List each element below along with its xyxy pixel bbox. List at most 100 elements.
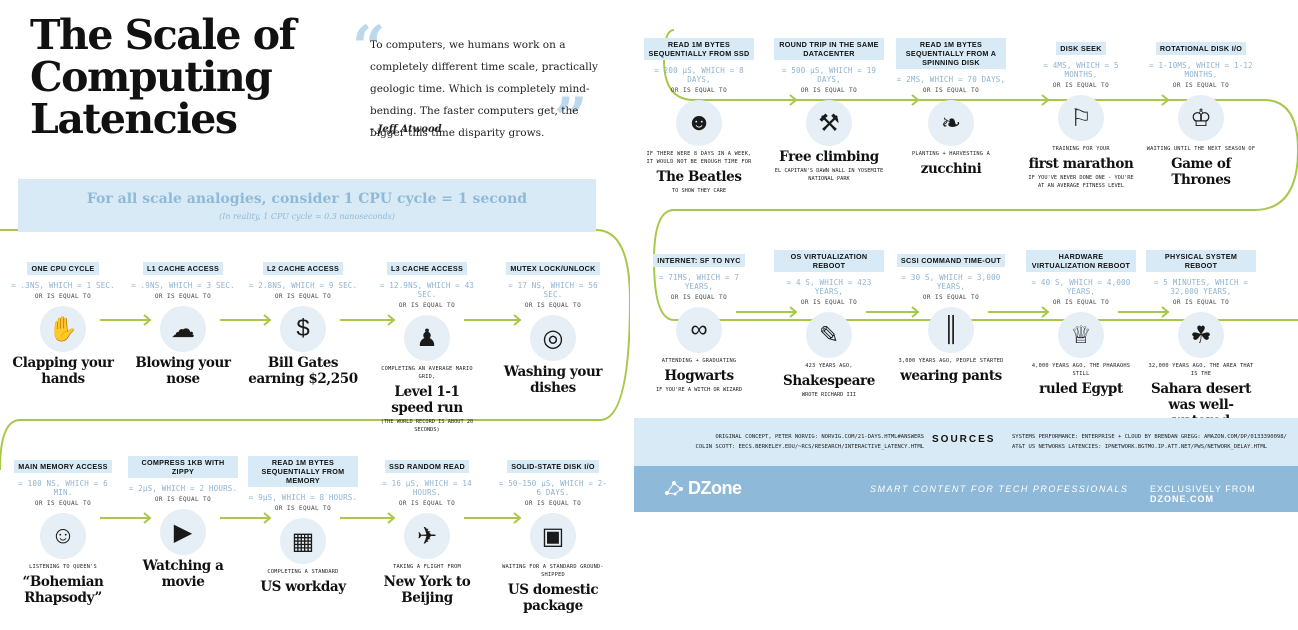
equal-to-text: OR IS EQUAL TO [1172, 299, 1230, 306]
right-panel: READ 1M BYTES SEQUENTIALLY FROM SSD = 200… [634, 0, 1298, 630]
title-line-1: The Scale of [30, 11, 296, 59]
tissue-icon: ☁ [160, 306, 206, 352]
latency-card: ONE CPU CYCLE = .3NS, WHICH = 1 SEC. OR IS… [8, 258, 118, 387]
throne-icon: ♔ [1178, 95, 1224, 141]
card-intro: 3,000 YEARS AGO, PEOPLE STARTED [898, 358, 1004, 364]
card-label: ROTATIONAL DISK I/O [1155, 42, 1247, 55]
card-analogy: US domestic package [507, 582, 599, 614]
nefertiti-icon: ♕ [1058, 312, 1104, 358]
flow-arrow [988, 94, 1050, 106]
play-icon: ▶ [160, 509, 206, 555]
source-norvig: ORIGINAL CONCEPT, PETER NORVIG: NORVIG.C… [715, 434, 924, 440]
card-label: L2 CACHE ACCESS [262, 262, 344, 275]
equal-to-text: OR IS EQUAL TO [154, 496, 212, 503]
latency-card: ROTATIONAL DISK I/O = 1-10MS, WHICH = 1-1… [1146, 38, 1256, 188]
source-att: AT&T US NETWORKS LATENCIES: IPNETWORK.BG… [1012, 444, 1267, 450]
card-analogy: Level 1-1 speed run [391, 384, 463, 416]
card-note: IF YOU'RE A WITCH OR WIZARD [655, 387, 743, 393]
card-label: COMPRESS 1KB WITH ZIPPY [128, 456, 238, 478]
equal-to-text: OR IS EQUAL TO [398, 500, 456, 507]
card-value: = 71MS, WHICH = 7 YEARS, [658, 273, 740, 291]
banner-note: (In reality, 1 CPU cycle = 0.3 nanosecon… [219, 212, 395, 221]
card-analogy: Game of Thrones [1171, 156, 1231, 188]
card-analogy: Watching a movie [142, 558, 224, 590]
card-intro: 423 YEARS AGO, [805, 363, 853, 369]
card-label: MAIN MEMORY ACCESS [14, 460, 112, 473]
latency-card: MAIN MEMORY ACCESS = 100 NS, WHICH = 6 MI… [8, 456, 118, 606]
card-value: = 17 NS, WHICH = 56 SEC. [508, 281, 598, 299]
mario-icon: ♟ [404, 315, 450, 361]
card-label: INTERNET: SF TO NYC [653, 254, 745, 267]
card-note: TO SHOW THEY CARE [671, 188, 727, 194]
card-analogy: Shakespeare [783, 373, 875, 389]
latency-card: DISK SEEK = 4MS, WHICH = 5 MONTHS, OR IS E… [1026, 38, 1136, 190]
latency-card: SCSI COMMAND TIME-OUT = 30 S, WHICH = 3,0… [896, 250, 1006, 384]
card-analogy: Clapping your hands [12, 355, 114, 387]
desk-icon: ▦ [280, 518, 326, 564]
card-label: READ 1M BYTES SEQUENTIALLY FROM MEMORY [248, 456, 358, 487]
card-analogy: The Beatles [656, 169, 742, 185]
runner-icon: ⚐ [1058, 95, 1104, 141]
card-label: DISK SEEK [1056, 42, 1106, 55]
card-intro: LISTENING TO QUEEN'S [29, 564, 97, 570]
shakespeare-icon: ✎ [806, 312, 852, 358]
flow-arrow [464, 314, 522, 326]
dzone-logo-text: DZone [688, 478, 742, 498]
card-analogy: wearing pants [900, 368, 1002, 384]
card-note: IF YOU'VE NEVER DONE ONE - YOU'RE AT AN … [1028, 175, 1134, 189]
card-label: HARDWARE VIRTUALIZATION REBOOT [1026, 250, 1136, 272]
source-gregg: SYSTEMS PERFORMANCE: ENTERPRISE + CLOUD … [1012, 434, 1287, 440]
latency-card: OS VIRTUALIZATION REBOOT = 4 S, WHICH = 4… [774, 250, 884, 399]
latency-card: INTERNET: SF TO NYC = 71MS, WHICH = 7 YEA… [644, 250, 754, 394]
left-track [0, 229, 630, 524]
card-label: SSD RANDOM READ [385, 460, 469, 473]
equal-to-text: OR IS EQUAL TO [1052, 82, 1110, 89]
close-quote-icon: ” [554, 85, 588, 153]
sources-bar: ORIGINAL CONCEPT, PETER NORVIG: NORVIG.C… [634, 418, 1298, 466]
equal-to-text: OR IS EQUAL TO [1052, 299, 1110, 306]
quote-block: “ ” To computers, we humans work on a co… [352, 18, 616, 154]
card-value: = 500 μS, WHICH = 19 DAYS, [781, 66, 877, 84]
card-intro: IF THERE WERE 8 DAYS IN A WEEK, IT WOULD… [646, 151, 752, 165]
equal-to-text: OR IS EQUAL TO [670, 294, 728, 301]
flow-arrow [340, 314, 396, 326]
card-value: = 2μS, WHICH = 2 HOURS. [128, 484, 238, 493]
exclusive-prefix: EXCLUSIVELY FROM [1150, 484, 1256, 494]
latency-card: MUTEX LOCK/UNLOCK = 17 NS, WHICH = 56 SEC… [498, 258, 608, 396]
box-icon: ▣ [530, 513, 576, 559]
latency-card: READ 1M BYTES SEQUENTIALLY FROM A SPINNI… [896, 38, 1006, 177]
flow-arrow [866, 94, 920, 106]
backpack-icon: ⚒ [806, 100, 852, 146]
quote-author: - Jeff Atwood [370, 124, 442, 135]
card-note: (THE WORLD RECORD IS ABOUT 20 SECONDS) [380, 419, 474, 433]
card-analogy: Washing your dishes [503, 364, 603, 396]
panel-gap [630, 0, 634, 630]
flow-arrow [866, 306, 920, 318]
card-value: = 2.8NS, WHICH = 9 SEC. [248, 281, 358, 290]
card-intro: ATTENDING + GRADUATING [661, 358, 737, 364]
card-intro: WAITING UNTIL THE NEXT SEASON OF [1146, 146, 1256, 152]
card-value: = 2MS, WHICH = 70 DAYS, [896, 75, 1006, 84]
card-value: = 200 μS, WHICH = 8 DAYS, [654, 66, 744, 84]
dzone-tagline: SMART CONTENT FOR TECH PROFESSIONALS [870, 484, 1129, 494]
card-value: = 50-150 μS, WHICH = 2-6 DAYS. [498, 479, 608, 497]
latency-card: L2 CACHE ACCESS = 2.8NS, WHICH = 9 SEC. OR… [248, 258, 358, 387]
card-value: = 5 MINUTES, WHICH = 32,000 YEARS, [1153, 278, 1249, 296]
latency-card: HARDWARE VIRTUALIZATION REBOOT = 40 S, WH… [1026, 250, 1136, 397]
equal-to-text: OR IS EQUAL TO [922, 87, 980, 94]
dzone-link[interactable]: DZONE.COM [1150, 494, 1214, 504]
sources-heading: SOURCES [932, 434, 996, 445]
card-value: = 100 NS, WHICH = 6 MIN. [18, 479, 108, 497]
left-panel: The Scale of Computing Latencies “ ” To … [0, 0, 630, 630]
open-quote-icon: “ [352, 13, 386, 81]
flow-arrow [736, 94, 798, 106]
equal-to-text: OR IS EQUAL TO [524, 302, 582, 309]
card-value: = 16 μS, WHICH = 14 HOURS. [382, 479, 472, 497]
dzone-exclusive[interactable]: EXCLUSIVELY FROM DZONE.COM [1150, 484, 1298, 504]
latency-card: COMPRESS 1KB WITH ZIPPY = 2μS, WHICH = 2 … [128, 456, 238, 590]
page-title: The Scale of Computing Latencies [30, 11, 296, 140]
card-label: ONE CPU CYCLE [27, 262, 99, 275]
flow-arrow [1118, 94, 1170, 106]
card-analogy: Blowing your nose [135, 355, 231, 387]
latency-card: READ 1M BYTES SEQUENTIALLY FROM SSD = 200… [644, 38, 754, 195]
